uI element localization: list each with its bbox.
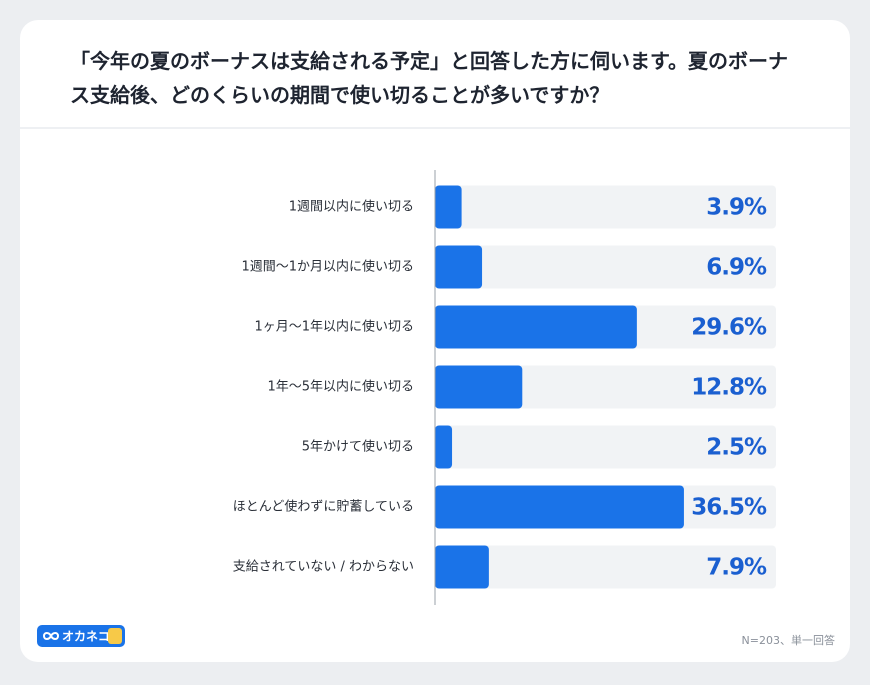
value-label: 12.8% [691, 375, 767, 401]
value-label: 36.5% [691, 495, 767, 521]
value-label: 6.9% [706, 255, 767, 281]
category-label: 1週間〜1か月以内に使い切る [241, 259, 414, 275]
bar [435, 245, 483, 289]
bar-track [435, 185, 776, 229]
chart-title: 「今年の夏のボーナスは支給される予定」と回答した方に伺います。夏のボーナス支給後… [70, 49, 788, 107]
bar [435, 185, 462, 229]
bar [435, 485, 684, 529]
category-label: 1年〜5年以内に使い切る [267, 379, 414, 395]
bar-track [435, 425, 776, 469]
value-label: 3.9% [706, 195, 767, 221]
category-label: 支給されていない / わからない [233, 560, 414, 575]
bar [435, 425, 453, 469]
bar [435, 545, 489, 589]
bar [435, 365, 523, 409]
bar [435, 305, 637, 349]
bar-track [435, 545, 776, 589]
category-label: 1週間以内に使い切る [289, 199, 414, 215]
value-label: 29.6% [691, 315, 767, 341]
note: N=203、単一回答 [742, 633, 835, 647]
value-label: 2.5% [706, 435, 767, 461]
logo-mascot [108, 628, 122, 644]
bar-track [435, 245, 776, 289]
logo-text: オカネコ [62, 630, 110, 644]
category-label: 5年かけて使い切る [302, 439, 414, 455]
category-label: ほとんど使わずに貯蓄している [233, 499, 414, 515]
logo-box [37, 625, 125, 647]
category-label: 1ヶ月〜1年以内に使い切る [254, 319, 414, 335]
value-label: 7.9% [706, 555, 767, 581]
logo-icon [42, 632, 60, 640]
